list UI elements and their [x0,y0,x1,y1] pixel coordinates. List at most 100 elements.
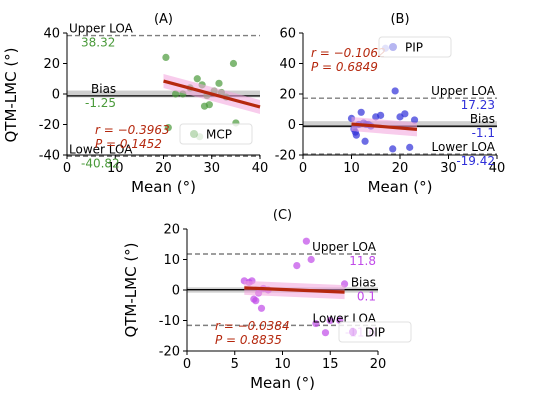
y-tick-label: 10 [163,253,180,268]
x-axis-label: Mean (°) [131,178,196,196]
legend-entry: PIP [405,41,423,55]
panel-1: 0 10 20 30 40 -40 -20 0 20 40 (A) Mean (°) QTM-LMC (… [2,12,268,196]
data-point [391,87,399,95]
upper-loa-value: 17.23 [461,98,495,112]
x-tick-label: 10 [274,357,291,372]
bias-value: -1.1 [472,126,495,140]
legend-entry: MCP [206,128,232,142]
x-tick-label: 20 [392,161,409,176]
legend-entry: DIP [365,326,385,340]
data-point [312,319,320,328]
legend: MCP [179,123,253,145]
lower-loa-value: -40.82 [81,156,120,170]
data-point [406,143,414,151]
bias-label: Bias [91,82,116,96]
y-tick-label: -10 [159,314,180,329]
legend-marker [389,43,397,51]
x-tick-label: 0 [63,161,71,176]
bias-label: Bias [351,276,376,290]
data-point [321,329,330,337]
y-tick-label: 0 [172,284,180,299]
regression-line [163,79,261,109]
legend-box [378,36,452,58]
panel-label: (B) [390,12,409,27]
p-value: P = 0.8835 [215,333,282,347]
data-point [205,101,213,109]
x-tick-label: 30 [440,161,457,176]
x-tick-label: 15 [322,357,339,372]
upper-loa-label: Upper LOA [69,22,134,36]
bias-label: Bias [470,112,495,126]
data-point [377,111,385,119]
data-point [171,90,180,98]
x-tick-label: 20 [155,161,172,176]
upper-loa-value: 38.32 [81,36,115,50]
lower-loa-label: Lower LOA [69,142,133,156]
correlation-r: r = −0.0384 [215,319,290,333]
mean-band [67,90,260,98]
data-point [410,116,419,124]
data-point [257,304,266,312]
legend: DIP [338,321,412,343]
x-axis-label: Mean (°) [368,178,433,196]
x-tick-label: 40 [252,161,269,176]
legend-box [338,321,412,343]
y-tick-label: -20 [275,149,296,164]
data-point [302,237,310,245]
y-tick-label: 20 [279,88,296,103]
regression-line [244,286,345,294]
x-tick-label: 20 [370,357,387,372]
x-tick-label: 30 [203,161,220,176]
legend-marker [349,328,357,336]
data-point [162,53,170,62]
correlation-r: r = −0.3963 [95,123,170,137]
panel-3: 0 5 10 15 20 -20 -10 0 10 20 (C) Mean (°) QTM-LMC (°… [122,208,412,392]
y-tick-label: -20 [39,118,60,133]
x-tick-label: 10 [107,161,124,176]
data-point [229,59,238,68]
y-axis-label: QTM-LMC (°) [122,242,140,337]
data-point [215,79,223,87]
legend-box [179,123,253,145]
data-point [193,75,201,83]
data-point [252,297,260,305]
y-tick-label: 40 [43,27,60,42]
x-tick-label: 0 [183,357,191,372]
x-tick-label: 10 [343,161,360,176]
lower-loa-label: Lower LOA [432,140,496,154]
bias-value: 0.1 [357,290,376,304]
y-tick-label: 0 [52,88,60,103]
regression-line [351,122,418,131]
data-point [401,110,409,118]
x-tick-label: 5 [231,357,239,372]
x-tick-label: 0 [299,161,307,176]
panel-label: (C) [273,208,292,223]
y-tick-label: 20 [163,223,180,238]
x-axis-label: Mean (°) [250,374,315,392]
data-point [307,255,315,264]
data-point [389,145,397,153]
y-axis-label: QTM-LMC (°) [2,47,20,142]
data-point [164,123,172,132]
lower-loa-value: -19.42 [456,154,495,168]
p-value: P = 0.6849 [311,60,378,74]
y-tick-label: 20 [43,57,60,72]
data-point [293,262,301,270]
legend: PIP [378,36,452,58]
y-tick-label: 40 [279,57,296,72]
data-point [357,108,365,116]
bias-value: -1.25 [85,96,116,110]
x-tick-label: 40 [489,161,506,176]
y-tick-label: 60 [279,27,296,42]
data-point [326,316,334,325]
p-value: P = 0.1452 [95,137,162,151]
upper-loa-value: 11.8 [349,254,376,268]
y-tick-label: 0 [288,118,296,133]
legend-marker [190,130,198,138]
upper-loa-label: Upper LOA [312,240,377,254]
y-tick-label: -20 [159,345,180,360]
correlation-r: r = −0.1062 [311,46,386,60]
panel-label: (A) [154,12,173,27]
